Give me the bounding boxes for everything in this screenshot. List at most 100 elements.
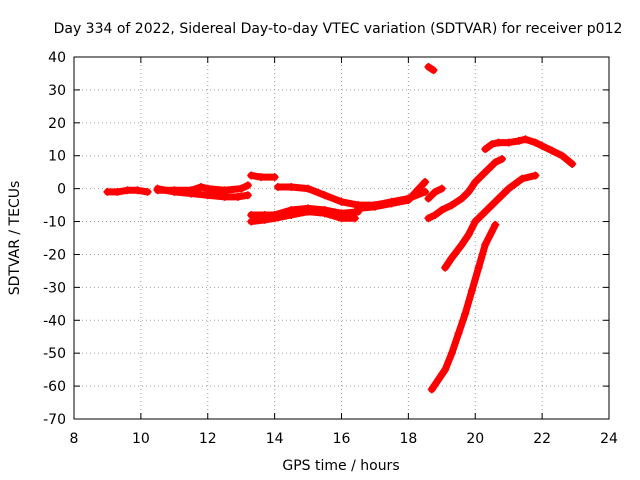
x-tick-label: 12 <box>199 431 217 447</box>
y-axis-ticks: -70 -60 -50 -40 -30 -20 -10 0 10 20 30 40 <box>43 50 609 428</box>
data-point <box>133 186 142 195</box>
data-point <box>437 206 446 215</box>
data-point <box>113 187 122 196</box>
data-point <box>243 191 252 200</box>
data-point <box>548 146 557 155</box>
data-point <box>481 145 490 154</box>
data-point <box>568 159 577 168</box>
data-point <box>498 155 506 164</box>
data-point <box>354 204 363 213</box>
data-point <box>260 210 269 219</box>
data-point <box>464 230 473 239</box>
data-point <box>287 182 296 191</box>
y-tick-label: -40 <box>43 313 66 329</box>
data-point <box>457 240 466 249</box>
data-point <box>103 187 112 196</box>
x-tick-label: 20 <box>466 431 484 447</box>
data-point <box>427 385 436 394</box>
data-point <box>431 210 440 219</box>
data-point <box>370 202 379 211</box>
data-point <box>123 186 132 195</box>
data-point <box>421 187 430 196</box>
y-tick-label: -60 <box>43 379 66 395</box>
data-point <box>270 173 279 182</box>
chart-title: Day 334 of 2022, Sidereal Day-to-day VTE… <box>54 21 623 37</box>
data-point <box>350 214 359 223</box>
data-track-3 <box>153 181 252 195</box>
x-tick-label: 24 <box>600 431 618 447</box>
data-point <box>170 186 179 195</box>
data-track-band <box>441 171 539 272</box>
data-point <box>457 194 466 203</box>
data-point <box>304 184 313 193</box>
data-point <box>514 136 523 145</box>
x-axis-ticks: 8 10 12 14 16 18 20 22 24 <box>70 57 618 447</box>
data-point <box>531 138 540 147</box>
data-track-11 <box>427 220 500 394</box>
data-point <box>461 309 470 318</box>
data-point <box>421 178 430 187</box>
data-point <box>471 178 480 187</box>
x-tick-label: 8 <box>70 431 79 447</box>
data-point <box>504 184 513 193</box>
data-point <box>257 173 266 182</box>
data-point <box>494 138 503 147</box>
data-point <box>153 186 162 195</box>
y-tick-label: -70 <box>43 412 66 428</box>
data-point <box>387 199 396 208</box>
data-point <box>247 171 256 180</box>
x-tick-label: 22 <box>533 431 551 447</box>
data-point <box>521 135 530 144</box>
y-tick-label: -50 <box>43 346 66 362</box>
data-point <box>431 187 440 196</box>
data-point <box>531 171 540 180</box>
x-tick-label: 18 <box>399 431 417 447</box>
y-tick-label: 40 <box>48 50 66 66</box>
data-point <box>481 240 490 249</box>
data-point <box>233 192 242 201</box>
data-track-8 <box>354 178 430 213</box>
data-point <box>447 349 456 358</box>
data-point <box>203 184 212 193</box>
data-track-4 <box>247 171 279 182</box>
data-point <box>243 181 252 190</box>
x-tick-label: 10 <box>132 431 150 447</box>
data-point <box>304 204 313 213</box>
data-point <box>337 209 346 218</box>
data-point <box>220 186 229 195</box>
data-point <box>434 375 443 384</box>
data-point <box>491 158 500 167</box>
data-point <box>437 184 446 193</box>
data-point <box>197 182 206 191</box>
data-point <box>424 62 433 71</box>
data-point <box>491 197 500 206</box>
y-tick-label: 10 <box>48 149 66 165</box>
data-point <box>404 196 413 205</box>
data-point <box>424 194 433 203</box>
data-point <box>467 286 476 295</box>
grid-lines <box>74 57 609 419</box>
data-points <box>103 62 577 394</box>
data-track-band <box>424 155 506 222</box>
data-point <box>481 207 490 216</box>
data-point <box>247 210 256 219</box>
data-track-12 <box>441 171 540 272</box>
data-point <box>474 263 483 272</box>
data-track-band <box>428 221 499 393</box>
data-point <box>504 138 513 147</box>
y-tick-label: 20 <box>48 116 66 132</box>
data-track-1 <box>103 186 152 196</box>
data-track-5 <box>273 182 430 210</box>
data-point <box>447 253 456 262</box>
y-axis-label: SDTVAR / TECUs <box>7 181 23 296</box>
y-tick-label: -30 <box>43 280 66 296</box>
data-point <box>320 206 329 215</box>
data-track-9 <box>424 155 506 223</box>
data-point <box>447 201 456 210</box>
data-point <box>487 140 496 149</box>
data-point <box>287 206 296 215</box>
data-point <box>237 184 246 193</box>
data-point <box>464 187 473 196</box>
data-point <box>441 263 450 272</box>
y-tick-label: -10 <box>43 215 66 231</box>
